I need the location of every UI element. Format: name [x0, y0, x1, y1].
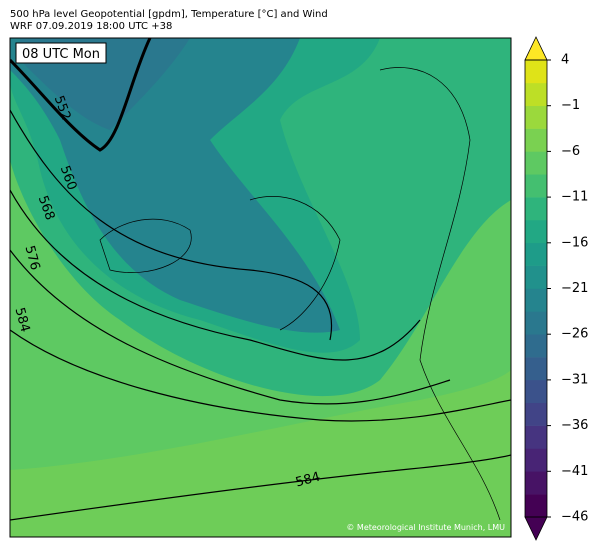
colorbar-tick-label: −31 — [561, 372, 588, 387]
coastline — [379, 67, 501, 521]
contour — [10, 38, 152, 152]
colorbar-extend — [524, 516, 548, 541]
colorbar-tick-label: −11 — [561, 190, 588, 205]
colorbar-tick-label: −41 — [561, 464, 588, 479]
colorbar-segment — [525, 379, 547, 404]
colorbar-segment — [525, 174, 547, 198]
subtitle: WRF 07.09.2019 18:00 UTC +38 — [10, 21, 172, 32]
contour-label: 584 — [294, 470, 322, 491]
colorbar-tick-label: −26 — [561, 327, 588, 342]
colorbar-segment — [525, 151, 547, 175]
colorbar-segment — [525, 425, 547, 449]
colorbar-segment — [525, 265, 547, 289]
contour-label: 584 — [12, 306, 33, 334]
title: 500 hPa level Geopotential [gpdm], Tempe… — [10, 9, 328, 20]
colorbar-segment — [525, 357, 547, 381]
colorbar-tick-label: −16 — [561, 235, 588, 250]
colorbar-tick-label: −1 — [561, 98, 580, 113]
time-box — [15, 42, 107, 64]
colorbar-segment — [525, 60, 547, 84]
coastline — [99, 196, 341, 331]
colorbar-segment — [525, 494, 547, 518]
contour — [10, 109, 333, 341]
colorbar-tick-label: −6 — [561, 144, 580, 159]
credit: © Meteorological Institute Munich, LMU — [346, 523, 505, 532]
colorbar-segment — [525, 82, 547, 106]
colorbar-segment — [525, 242, 547, 266]
contour — [10, 189, 421, 361]
colorbar-segment — [525, 334, 547, 358]
map-frame — [9, 37, 512, 538]
colorbar-segment — [525, 311, 547, 335]
colorbar-extend — [524, 36, 548, 61]
contour — [10, 329, 511, 422]
colorbar-segment — [525, 471, 547, 495]
colorbar-tick-label: 4 — [561, 53, 569, 68]
colorbar-segment — [525, 197, 547, 221]
colorbar-segment — [525, 105, 547, 129]
colorbar-segment — [525, 288, 547, 312]
temp-area — [10, 370, 511, 537]
colorbar-segment — [525, 402, 547, 426]
colorbar-tick-label: −46 — [561, 510, 588, 525]
time-label: 08 UTC Mon — [22, 47, 100, 62]
colorbar: 4 −1 −6 −11 −16 −21 −26 −31 −36 −41 −46 — [524, 36, 588, 541]
colorbar-segment — [525, 128, 547, 152]
contour-label: 576 — [22, 244, 43, 272]
contour — [10, 249, 451, 405]
colorbar-tick-label: −21 — [561, 281, 588, 296]
colorbar-segment — [525, 219, 547, 244]
colorbar-segment — [525, 448, 547, 472]
colorbar-tick-label: −36 — [561, 418, 588, 433]
